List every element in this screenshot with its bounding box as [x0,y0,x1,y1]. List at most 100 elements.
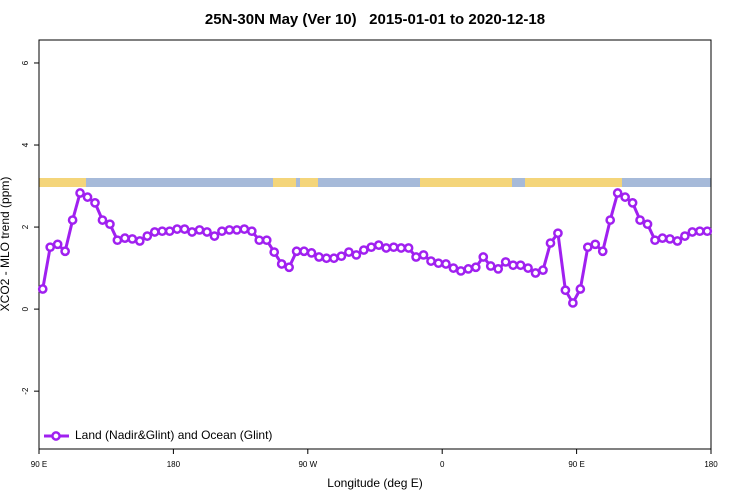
data-point [164,226,175,237]
y-tick-label: 6 [21,60,30,65]
land-strip [525,178,622,187]
data-point [418,250,429,260]
data-point [642,219,653,230]
x-tick-label: 90 W [298,460,317,469]
y-tick-label: 2 [21,224,30,229]
data-point [680,231,690,241]
data-point [209,231,220,241]
data-point [60,246,70,257]
data-point [694,226,705,237]
data-point [306,248,317,258]
data-point [665,234,675,244]
data-point [515,260,526,271]
data-point [246,226,257,237]
data-point [590,239,601,250]
data-point [650,235,660,246]
data-point [105,219,115,230]
y-tick-label: 0 [21,306,30,311]
data-point [456,266,466,276]
data-point [373,240,384,250]
chart-title: 25N-30N May (Ver 10) 2015-01-01 to 2020-… [205,11,545,28]
data-point [597,246,608,257]
data-point [403,243,414,253]
data-point [299,246,309,257]
data-point [75,188,85,198]
data-point [538,265,548,275]
data-point [553,228,563,239]
data-point [284,262,294,273]
x-tick-label: 0 [440,460,445,469]
data-point [582,242,593,253]
data-point [187,227,197,237]
legend-marker [51,431,61,441]
data-point [478,252,489,262]
data-point [620,192,630,202]
x-tick-label: 90 E [31,460,47,469]
land-strip [420,178,512,187]
data-point [411,252,421,262]
data-point [202,227,212,237]
land-strip [273,178,296,187]
data-point [217,226,227,237]
data-point [463,264,474,274]
land-ocean-strip [39,178,711,187]
land-strip [39,178,86,187]
data-point [90,198,100,208]
data-point [82,192,93,202]
data-point [485,261,496,271]
data-point [568,298,578,308]
plot-frame [38,39,712,450]
x-tick-label: 90 E [568,460,584,469]
data-point [179,224,190,234]
data-point [381,243,392,253]
data-point [276,259,287,269]
x-axis-label: Longitude (deg E) [327,476,422,490]
ocean-strip [39,178,711,187]
data-point [232,225,242,235]
data-point [530,268,541,278]
data-point [67,215,78,225]
data-point [358,245,369,255]
data-point [702,226,713,237]
land-strip [300,178,318,187]
data-point [134,236,145,246]
data-point [52,239,63,250]
data-point [37,284,48,294]
data-point [149,227,160,237]
data-point [112,235,123,246]
data-point [470,262,481,273]
data-point [433,258,444,269]
data-point [172,224,182,234]
data-point [261,235,272,246]
data-point [120,233,130,243]
data-point [560,285,571,296]
data-point [545,238,556,248]
data-point [269,247,280,257]
y-tick-label: 4 [21,142,30,147]
data-point [687,227,698,237]
data-point [254,235,265,246]
x-tick-label: 180 [167,460,181,469]
data-point [672,236,683,246]
data-point [336,251,347,262]
data-point [612,188,623,198]
data-point [657,233,668,243]
data-point [508,260,518,271]
data-point [97,215,108,225]
data-point [194,225,205,235]
data-point [224,225,235,235]
data-point [500,257,511,267]
data-point [239,224,250,234]
y-axis-label: XCO2 - MLO trend (ppm) [0,177,12,312]
data-point [314,252,324,262]
data-point [441,259,451,269]
data-point [426,256,436,266]
data-point [366,242,377,253]
data-point [605,215,616,225]
data-point [142,231,153,241]
data-point [448,263,459,273]
data-point [329,253,339,264]
data-point [45,242,56,253]
data-point [627,198,638,208]
